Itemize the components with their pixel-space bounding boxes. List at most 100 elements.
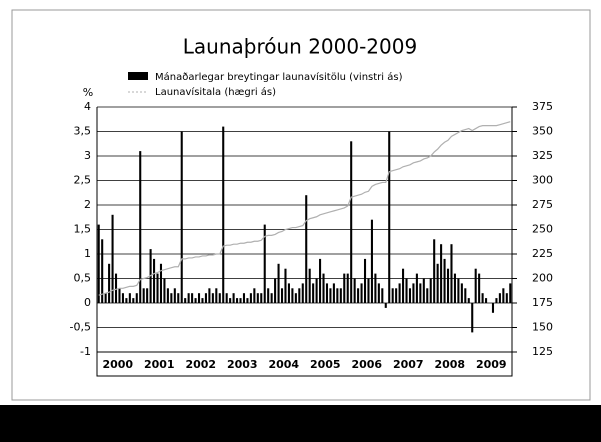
bar: [118, 288, 121, 303]
x-tick-label: 2003: [227, 358, 258, 371]
bar: [377, 283, 380, 303]
bar: [146, 288, 149, 303]
bar: [471, 303, 474, 333]
bar: [353, 278, 356, 303]
bar: [350, 141, 353, 303]
y2-tick-label: 125: [532, 345, 553, 358]
bar: [388, 131, 391, 303]
x-tick-label: 2009: [476, 358, 507, 371]
bar: [284, 268, 287, 303]
bar: [142, 288, 145, 303]
bar: [187, 293, 190, 303]
bar: [398, 283, 401, 303]
y2-tick-label: 225: [532, 247, 553, 260]
bar: [225, 293, 228, 303]
bar: [267, 288, 270, 303]
bar: [239, 298, 242, 303]
bar: [485, 298, 488, 303]
bar: [422, 278, 425, 303]
y-tick-label: 3,5: [74, 125, 92, 138]
bar: [294, 293, 297, 303]
bar: [173, 288, 176, 303]
bar: [357, 288, 360, 303]
x-tick-label: 2004: [268, 358, 299, 371]
bar: [132, 298, 135, 303]
bar: [412, 283, 415, 303]
bar: [343, 273, 346, 303]
bar: [184, 298, 187, 303]
bar: [97, 224, 100, 303]
bar: [229, 298, 232, 303]
x-tick-label: 2008: [434, 358, 465, 371]
bar: [474, 268, 477, 303]
bar: [336, 288, 339, 303]
bar: [402, 268, 405, 303]
bar: [135, 293, 138, 303]
line: [98, 121, 511, 296]
bar: [274, 278, 277, 303]
bar: [180, 131, 183, 303]
bar: [218, 293, 221, 303]
bar: [191, 293, 194, 303]
bar: [256, 293, 259, 303]
y-tick-label: 1,5: [74, 223, 92, 236]
bar: [249, 293, 252, 303]
bar: [166, 288, 169, 303]
bar: [491, 303, 495, 313]
bar: [315, 278, 318, 303]
bar: [246, 298, 249, 303]
bar: [253, 288, 256, 303]
legend-label: Mánaðarlegar breytingar launavísitölu (v…: [155, 71, 403, 83]
y-tick-label: 4: [84, 100, 91, 113]
bar: [460, 283, 463, 303]
bar: [429, 278, 432, 303]
y2-tick-label: 275: [532, 198, 553, 211]
bar: [384, 303, 387, 308]
y-tick-label: 1: [84, 247, 91, 260]
bar: [121, 293, 124, 303]
bar: [419, 283, 422, 303]
legend-label: Launavísitala (hægri ás): [155, 86, 276, 98]
y-tick-label: 0,5: [74, 272, 92, 285]
chart-title: Launaþróun 2000-2009: [183, 35, 417, 59]
x-tick-label: 2005: [310, 358, 341, 371]
bar: [332, 283, 335, 303]
bar: [408, 288, 412, 303]
bar: [481, 293, 484, 303]
bar: [159, 263, 163, 303]
x-tick-label: 2006: [351, 358, 382, 371]
bar: [367, 278, 370, 303]
bar: [163, 278, 166, 303]
bar: [104, 293, 107, 303]
bar: [457, 278, 460, 303]
bar: [236, 298, 239, 303]
y-tick-label: 0: [84, 296, 91, 309]
bar: [128, 293, 131, 303]
bar: [370, 219, 373, 303]
y-tick-label: -0,5: [70, 321, 91, 334]
bar: [395, 288, 398, 303]
y2-tick-label: 350: [532, 125, 553, 138]
y2-tick-label: 200: [532, 272, 553, 285]
bar: [277, 263, 280, 303]
bar: [208, 288, 211, 303]
y2-tick-label: 250: [532, 223, 553, 236]
bar: [194, 298, 197, 303]
bar: [502, 288, 505, 303]
bar: [111, 214, 114, 303]
y2-tick-label: 150: [532, 321, 553, 334]
bar: [363, 258, 367, 303]
legend-swatch: [128, 72, 148, 80]
x-tick-label: 2002: [185, 358, 216, 371]
bar: [211, 293, 214, 303]
x-tick-label: 2001: [144, 358, 175, 371]
y2-tick-label: 175: [532, 296, 553, 309]
bar: [139, 151, 142, 303]
y2-tick-label: 375: [532, 100, 553, 113]
bar: [232, 293, 235, 303]
bar: [436, 263, 439, 303]
x-tick-label: 2000: [102, 358, 133, 371]
bar: [312, 283, 315, 303]
bar: [464, 288, 467, 303]
bar: [505, 293, 508, 303]
